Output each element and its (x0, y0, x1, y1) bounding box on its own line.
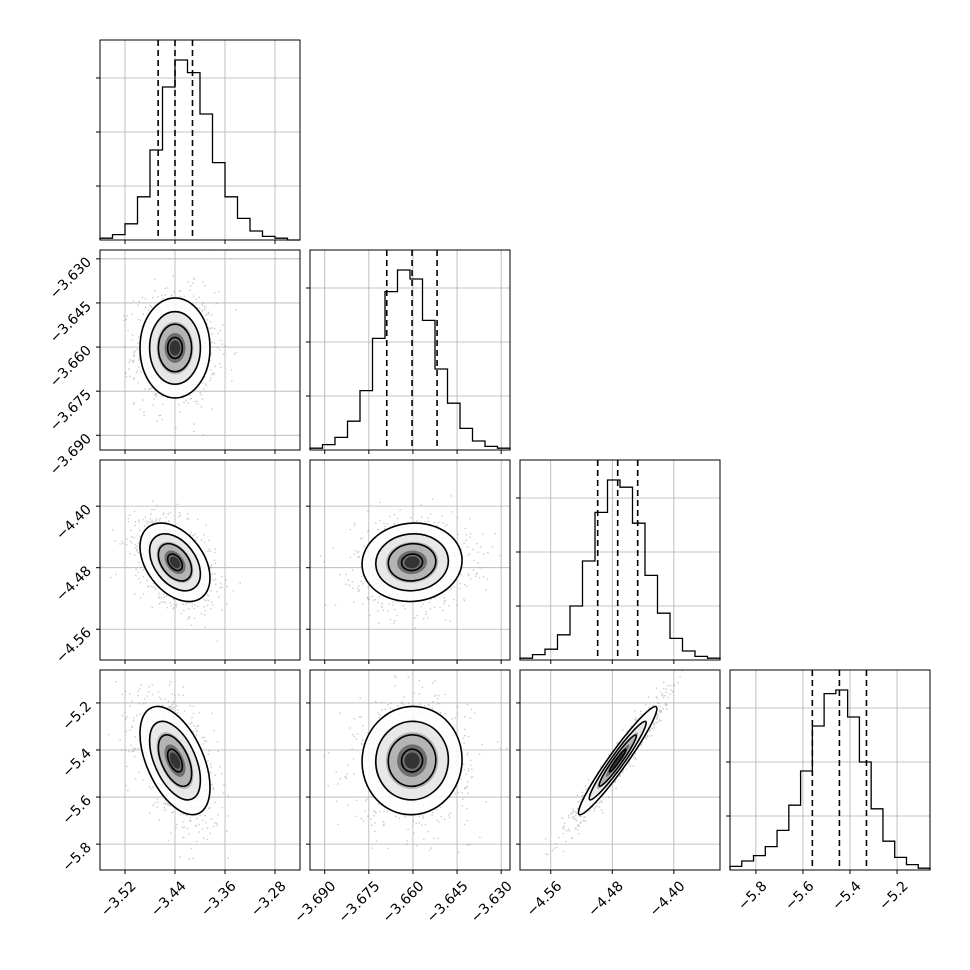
contour-3 (608, 748, 627, 773)
y-tick-label: −3.660 (47, 343, 95, 391)
x-tick-label: −3.645 (424, 878, 472, 926)
panel-content (100, 460, 300, 660)
x-tick-label: −3.660 (380, 878, 428, 926)
y-tick-label: −3.630 (47, 254, 95, 302)
histogram-panel-2 (516, 459, 721, 664)
density-level-4 (169, 556, 181, 569)
panel-content (310, 460, 510, 660)
panel-frame (99, 459, 301, 661)
contour-1 (375, 533, 450, 592)
x-tick-label: −3.630 (468, 878, 516, 926)
panel-frame (519, 669, 721, 871)
contour-3 (166, 336, 184, 360)
histogram-panel-1 (306, 249, 511, 454)
scatter-panel-0-2 (96, 459, 301, 664)
contour-3 (166, 748, 184, 773)
x-tick-label: −3.28 (248, 878, 290, 920)
contour-2 (157, 323, 193, 373)
scatter-panel-1-2 (306, 459, 511, 664)
contour-2 (598, 734, 638, 788)
x-tick-label: −3.44 (148, 878, 190, 920)
scatter-panel-0-3 (96, 669, 301, 874)
panel-content (520, 670, 720, 870)
y-tick-label: −3.690 (47, 431, 95, 479)
panel-content (100, 250, 300, 450)
panel-frame (309, 459, 511, 661)
panel-frame (99, 249, 301, 451)
x-tick-label: −3.690 (291, 878, 339, 926)
x-tick-label: −3.36 (198, 878, 240, 920)
histogram-1 (309, 269, 511, 450)
y-tick-label: −4.48 (53, 563, 95, 605)
x-tick-label: −5.6 (782, 878, 817, 913)
contour-0 (577, 705, 658, 816)
contour-2 (387, 542, 437, 582)
y-tick-label: −5.8 (59, 840, 94, 875)
x-tick-label: −4.56 (524, 878, 566, 920)
x-tick-label: −5.2 (876, 878, 911, 913)
scatter-panel-1-3 (306, 669, 511, 874)
density-level-4 (404, 752, 420, 769)
contour-1 (148, 720, 202, 801)
contour-3 (400, 553, 424, 572)
contour-1 (375, 720, 450, 801)
panel-frame (519, 459, 721, 661)
panel-frame (309, 249, 511, 451)
panel-content (310, 670, 510, 870)
scatter-panel-0-1 (96, 249, 301, 454)
x-tick-label: −4.48 (585, 878, 627, 920)
scatter-points (123, 250, 237, 436)
density-level-4 (169, 340, 181, 356)
contour-3 (400, 748, 424, 773)
contour-0 (139, 522, 211, 603)
density-level-4 (404, 556, 420, 569)
contour-0 (139, 705, 211, 816)
contour-2 (387, 734, 437, 788)
y-tick-label: −5.6 (59, 793, 94, 828)
x-tick-label: −3.675 (335, 878, 383, 926)
y-tick-label: −4.40 (53, 502, 95, 544)
x-tick-label: −5.4 (829, 878, 864, 913)
contour-0 (139, 297, 211, 399)
histogram-3 (729, 689, 931, 870)
contour-3 (166, 553, 184, 572)
x-tick-label: −5.8 (735, 878, 770, 913)
y-tick-label: −5.4 (59, 745, 94, 780)
contour-1 (148, 533, 202, 592)
y-tick-label: −4.56 (53, 625, 95, 667)
histogram-panel-0 (96, 39, 301, 244)
contour-2 (157, 542, 193, 582)
histogram-2 (519, 479, 721, 660)
x-tick-label: −3.52 (98, 878, 140, 920)
histogram-0 (99, 59, 300, 241)
contour-1 (588, 720, 647, 801)
panel-content (100, 670, 300, 870)
scatter-panel-2-3 (516, 669, 721, 874)
panel-frame (729, 669, 931, 871)
histogram-panel-3 (726, 669, 931, 874)
y-tick-label: −3.645 (47, 298, 95, 346)
contour-1 (148, 310, 202, 385)
contour-2 (157, 734, 193, 788)
panel-frame (309, 669, 511, 871)
panel-frame (99, 669, 301, 871)
contour-0 (361, 705, 463, 816)
panel-frame (99, 39, 301, 241)
y-tick-label: −5.2 (59, 698, 94, 733)
contour-0 (361, 522, 463, 603)
density-level-4 (611, 752, 624, 769)
x-tick-label: −4.40 (647, 878, 689, 920)
y-tick-label: −3.675 (47, 387, 95, 435)
